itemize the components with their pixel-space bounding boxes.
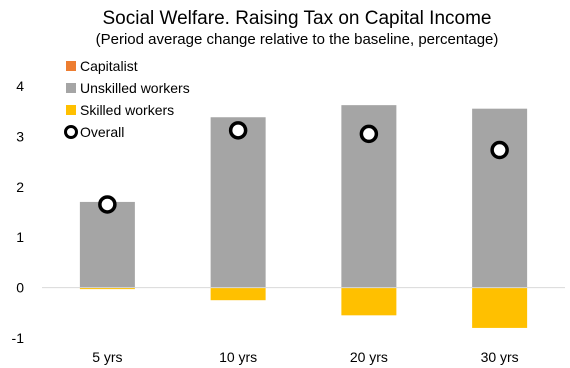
y-tick-label: 0 xyxy=(16,280,24,296)
legend-item: Overall xyxy=(64,124,124,140)
chart-title: Social Welfare. Raising Tax on Capital I… xyxy=(103,8,492,29)
y-tick-label: 2 xyxy=(16,179,24,195)
legend-swatch xyxy=(66,83,76,93)
x-tick-label: 10 yrs xyxy=(219,349,257,365)
bar-unskilled-workers xyxy=(210,117,266,288)
overall-marker xyxy=(359,124,379,144)
bar-unskilled-workers xyxy=(79,201,135,288)
x-axis: 5 yrs 10 yrs 20 yrs 30 yrs xyxy=(92,349,518,365)
legend-marker xyxy=(64,125,78,139)
legend-item: Skilled workers xyxy=(66,102,174,118)
y-tick-label: 1 xyxy=(16,229,24,245)
legend-swatch xyxy=(66,61,76,71)
chart-subtitle: (Period average change relative to the b… xyxy=(96,31,499,48)
bar-skilled-workers xyxy=(79,287,135,290)
overall-marker xyxy=(98,195,117,214)
bar-unskilled-workers xyxy=(472,108,528,288)
y-tick-label: -1 xyxy=(12,330,25,346)
bars xyxy=(79,105,528,328)
x-tick-label: 30 yrs xyxy=(481,349,519,365)
bar-skilled-workers xyxy=(210,287,266,301)
y-tick-label: 4 xyxy=(16,78,24,94)
legend-label: Overall xyxy=(80,124,124,140)
y-tick-label: 3 xyxy=(16,128,24,144)
bar-skilled-workers xyxy=(472,287,528,328)
legend-swatch xyxy=(66,105,76,115)
legend-item: Unskilled workers xyxy=(66,80,190,96)
bar-skilled-workers xyxy=(341,287,397,316)
legend-item: Capitalist xyxy=(66,58,138,74)
legend-label: Unskilled workers xyxy=(80,80,190,96)
legend: Capitalist Unskilled workers Skilled worke… xyxy=(64,58,190,140)
y-axis: -1 0 1 2 3 4 xyxy=(12,78,25,346)
legend-label: Skilled workers xyxy=(80,102,174,118)
overall-markers xyxy=(98,121,509,214)
x-tick-label: 20 yrs xyxy=(350,349,388,365)
x-tick-label: 5 yrs xyxy=(92,349,122,365)
legend-label: Capitalist xyxy=(80,58,138,74)
overall-marker xyxy=(228,121,248,140)
overall-marker xyxy=(490,140,509,160)
